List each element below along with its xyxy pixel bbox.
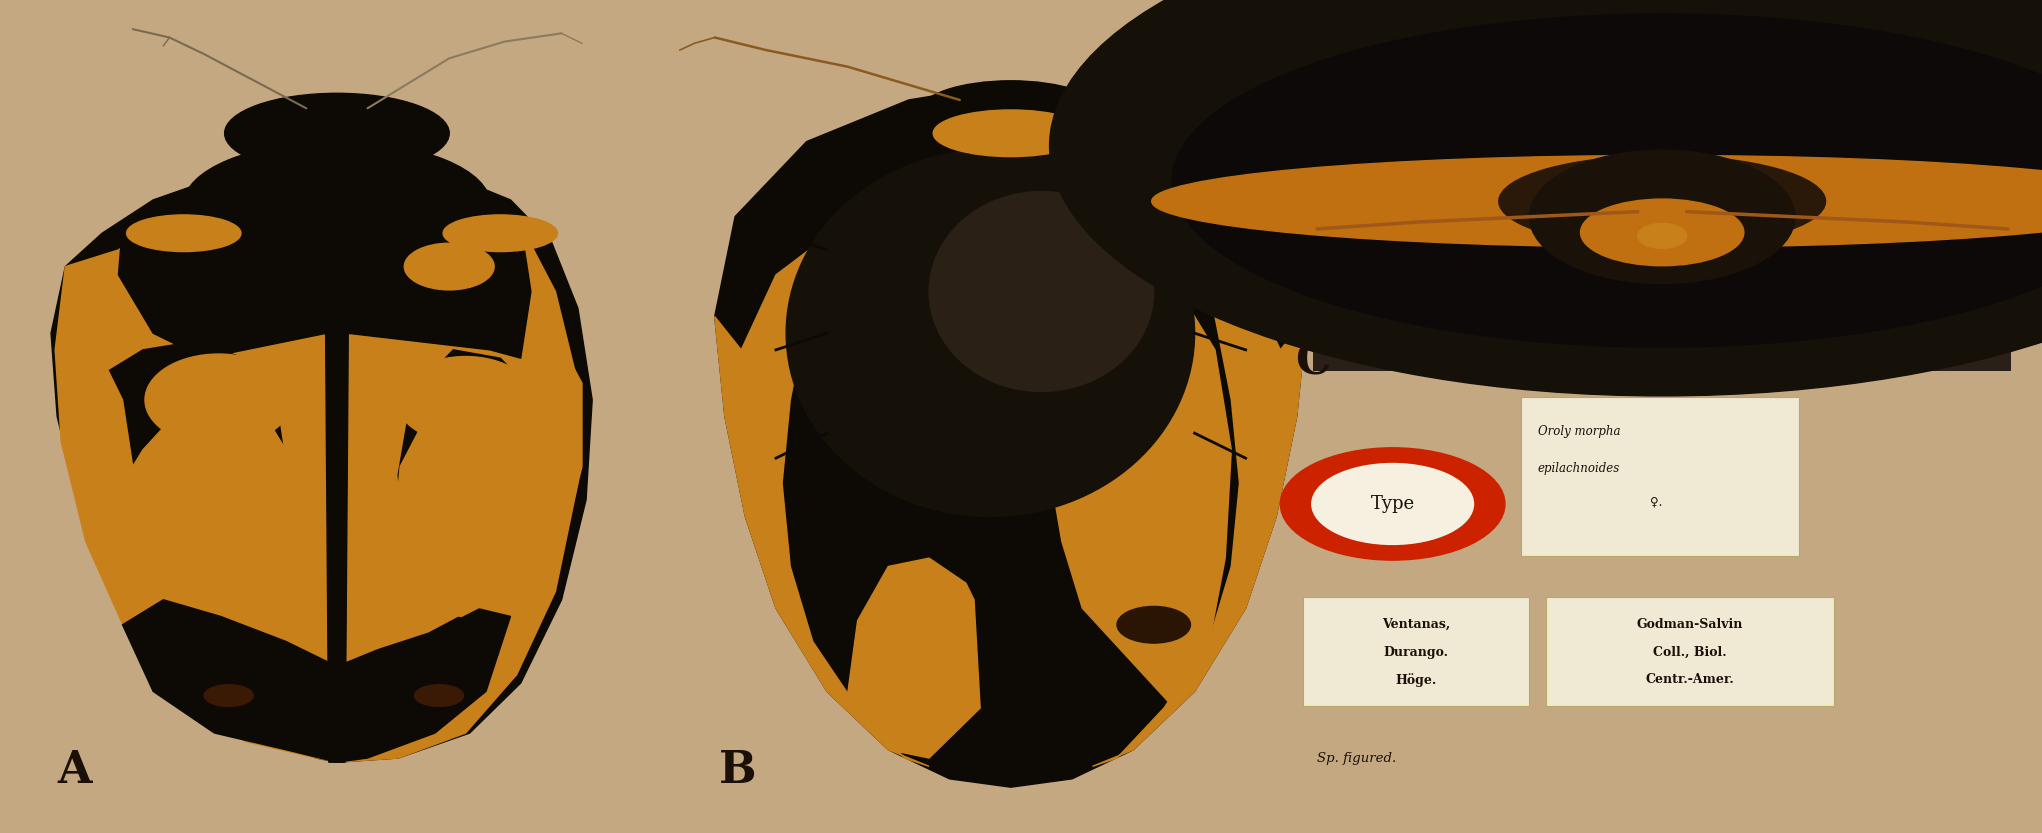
Polygon shape — [312, 233, 361, 262]
Ellipse shape — [1311, 463, 1474, 545]
Polygon shape — [118, 208, 327, 358]
Text: epilachnoides: epilachnoides — [1538, 462, 1619, 476]
Text: A: A — [57, 749, 92, 792]
Text: Ventanas,: Ventanas, — [1382, 618, 1450, 631]
Ellipse shape — [1280, 448, 1505, 560]
Polygon shape — [715, 83, 1307, 787]
FancyBboxPatch shape — [1303, 597, 1529, 706]
Text: Durango.: Durango. — [1384, 646, 1448, 659]
Polygon shape — [133, 392, 306, 608]
Polygon shape — [715, 233, 929, 766]
Polygon shape — [337, 183, 578, 762]
Polygon shape — [102, 342, 286, 575]
FancyBboxPatch shape — [1521, 397, 1799, 556]
Ellipse shape — [1152, 156, 2042, 247]
Ellipse shape — [404, 243, 494, 290]
Ellipse shape — [1638, 223, 1687, 248]
Polygon shape — [398, 350, 547, 600]
Text: Sp. figured.: Sp. figured. — [1317, 752, 1397, 766]
Ellipse shape — [1581, 199, 1744, 266]
Ellipse shape — [1117, 606, 1190, 643]
Polygon shape — [51, 167, 592, 762]
Polygon shape — [510, 333, 582, 541]
Polygon shape — [55, 192, 337, 762]
Text: Coll., Biol.: Coll., Biol. — [1652, 646, 1728, 659]
Ellipse shape — [1499, 156, 1826, 247]
Ellipse shape — [396, 357, 535, 443]
Polygon shape — [347, 192, 531, 358]
Text: B: B — [719, 749, 756, 792]
Text: ♀.: ♀. — [1650, 496, 1662, 509]
Ellipse shape — [1050, 0, 2042, 396]
Ellipse shape — [933, 110, 1088, 157]
Polygon shape — [337, 608, 510, 762]
Ellipse shape — [225, 93, 449, 173]
Ellipse shape — [1172, 14, 2042, 347]
Ellipse shape — [919, 81, 1103, 144]
Polygon shape — [61, 350, 143, 541]
Polygon shape — [123, 600, 337, 762]
Ellipse shape — [443, 215, 557, 252]
Ellipse shape — [145, 354, 292, 446]
Ellipse shape — [1529, 150, 1795, 283]
Ellipse shape — [127, 215, 241, 252]
Ellipse shape — [786, 150, 1195, 516]
Text: Oroly morpha: Oroly morpha — [1538, 425, 1619, 438]
Ellipse shape — [184, 142, 490, 267]
Polygon shape — [1092, 233, 1307, 766]
Text: Type: Type — [1370, 495, 1415, 513]
Polygon shape — [847, 558, 980, 758]
Ellipse shape — [1090, 0, 2042, 259]
Text: Godman-Salvin: Godman-Salvin — [1636, 618, 1744, 631]
Ellipse shape — [929, 192, 1154, 392]
Text: Höge.: Höge. — [1395, 673, 1438, 687]
FancyBboxPatch shape — [1546, 597, 1834, 706]
Text: Centr.-Amer.: Centr.-Amer. — [1646, 673, 1734, 686]
Text: C: C — [1295, 341, 1329, 384]
FancyBboxPatch shape — [1313, 25, 2011, 371]
Ellipse shape — [415, 685, 464, 706]
Ellipse shape — [204, 685, 253, 706]
Polygon shape — [325, 208, 349, 762]
Polygon shape — [1048, 233, 1231, 708]
Polygon shape — [392, 383, 551, 616]
